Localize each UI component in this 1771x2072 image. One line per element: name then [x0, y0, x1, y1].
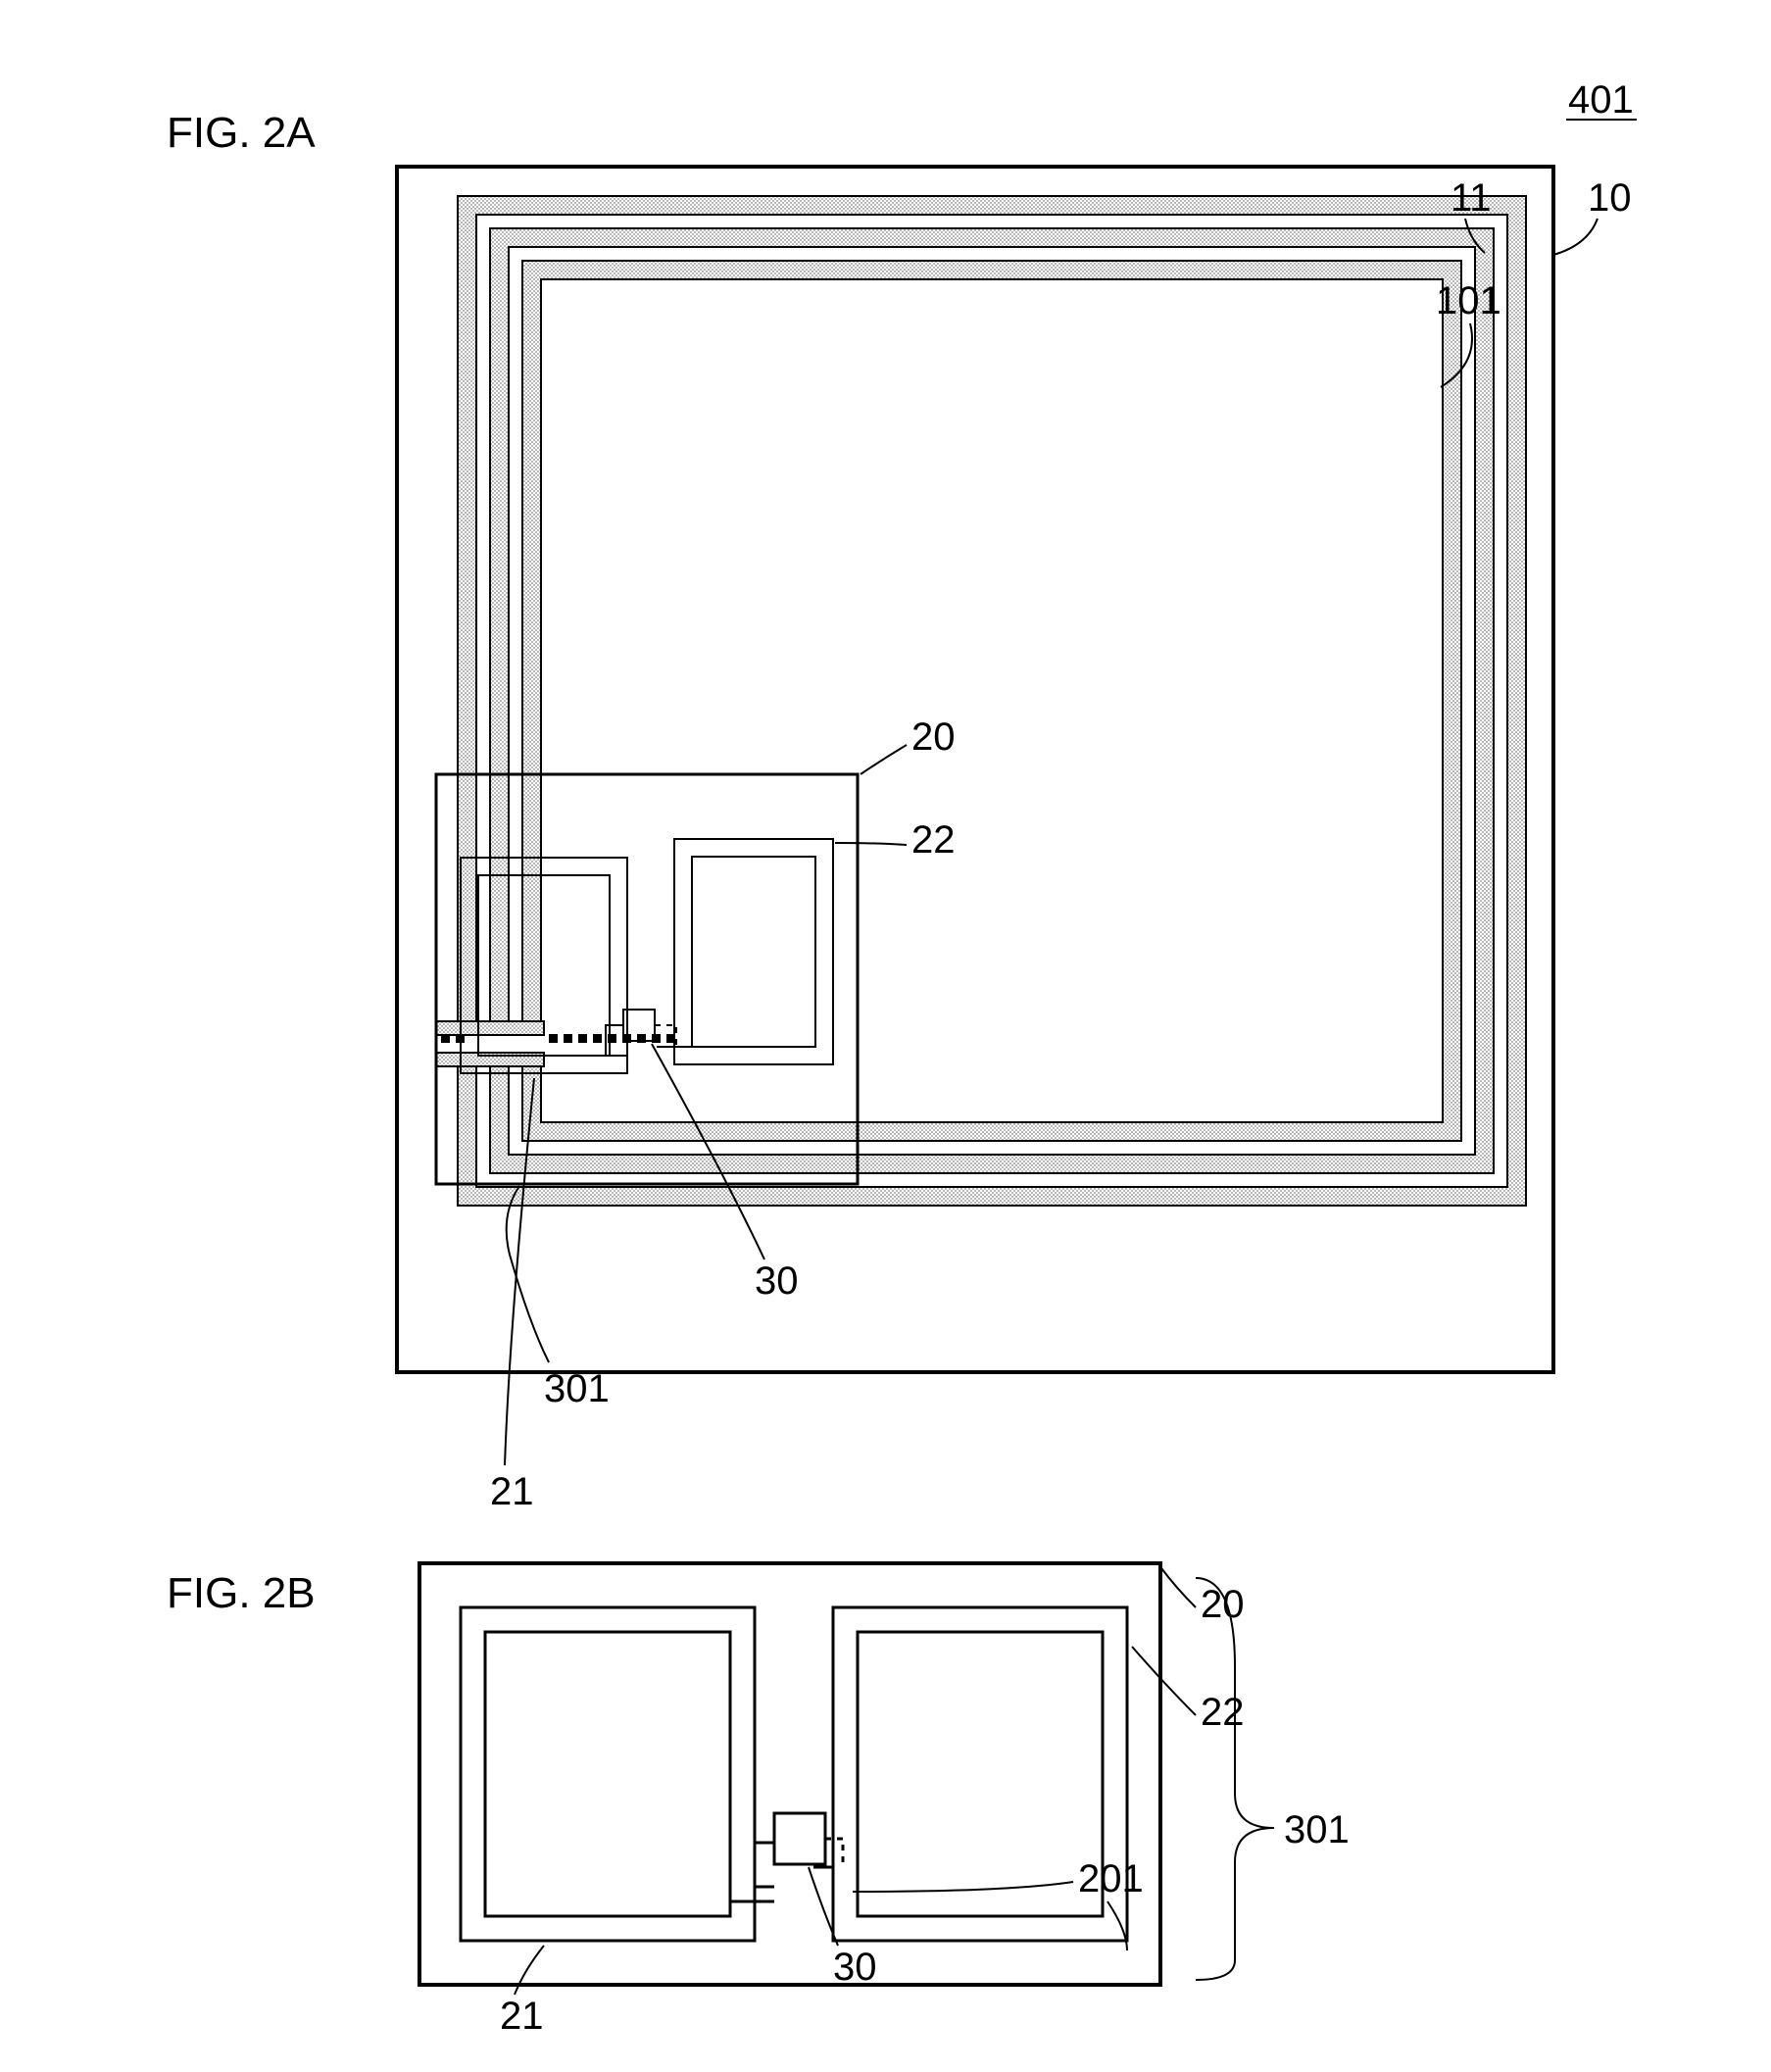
label-10: 10: [1588, 176, 1632, 220]
label-22b: 22: [1201, 1691, 1245, 1734]
coil-21b: [461, 1607, 774, 1941]
fig2b-title: FIG. 2B: [167, 1569, 316, 1617]
diagram-canvas: FIG. 2A: [0, 0, 1771, 2072]
label-301a: 301: [544, 1367, 610, 1410]
label-301b: 301: [1284, 1808, 1350, 1851]
coil-22a: [657, 839, 833, 1064]
chip-30b: [774, 1813, 825, 1864]
label-21a: 21: [490, 1470, 534, 1513]
label-11: 11: [1451, 176, 1492, 220]
board-20b: [419, 1563, 1160, 1985]
leaders-a: 401 101 10 11 301 20 22 21 30: [490, 78, 1637, 1513]
coil-21a: [461, 858, 627, 1073]
leaders-b: 20 22 21 30 201 301: [500, 1568, 1350, 2038]
label-22a: 22: [911, 818, 956, 862]
figure-2b: FIG. 2B 20 22: [167, 1563, 1350, 2038]
label-20b: 20: [1201, 1583, 1245, 1626]
label-21b: 21: [500, 1995, 544, 2038]
figure-2a: FIG. 2A: [167, 78, 1637, 1513]
label-401: 401: [1568, 78, 1634, 122]
coil-11: [436, 196, 1526, 1206]
label-20a: 20: [911, 715, 956, 759]
fig2a-title: FIG. 2A: [167, 109, 316, 157]
label-201: 201: [1078, 1857, 1144, 1900]
label-30b: 30: [833, 1946, 877, 1989]
label-101: 101: [1436, 279, 1501, 322]
label-30a: 30: [755, 1259, 799, 1303]
